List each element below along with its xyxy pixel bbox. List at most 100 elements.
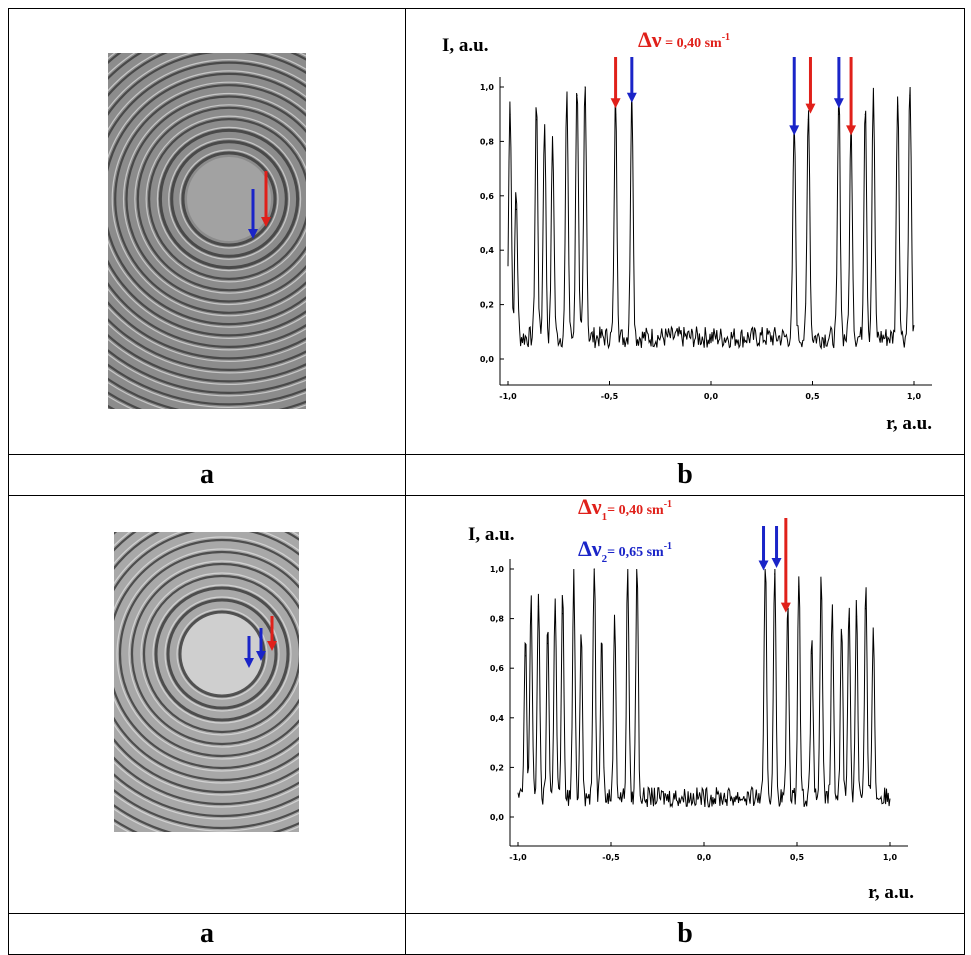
blue-arrow xyxy=(833,57,844,109)
x-tick-label: -0,5 xyxy=(602,853,620,862)
y-tick-label: 1,0 xyxy=(490,565,505,574)
fringe-ring-highlight xyxy=(114,532,299,796)
fringe-ring-highlight xyxy=(122,92,306,306)
fringe-ring-highlight xyxy=(156,126,302,272)
peak-point xyxy=(509,113,511,115)
red-arrow xyxy=(805,57,816,114)
annotation-superscript: -1 xyxy=(664,499,672,510)
peak-point xyxy=(537,605,540,607)
delta-nu-2-annotation: Δν2= 0,65 sm-1 xyxy=(578,536,672,565)
fringe-ring xyxy=(114,84,306,314)
fringe-ring xyxy=(148,118,306,280)
y-tick-label: 0,8 xyxy=(490,615,505,624)
intensity-profile-plot-1: -1,0 -0,5 0,0 0,5 1,0 0,0 0,2 0,4 0,6 0,8 1,0 I, a.… xyxy=(442,27,932,434)
x-axis-title: r, a.u. xyxy=(868,882,914,903)
peak-point xyxy=(897,105,899,107)
y-tick-label: 0,0 xyxy=(480,355,495,364)
fringe-ring-highlight xyxy=(111,81,306,317)
fringe-ring xyxy=(142,574,299,734)
fringe-ring xyxy=(181,151,277,247)
peak-point xyxy=(515,208,517,210)
fringe-ring xyxy=(118,550,299,758)
peak-point xyxy=(614,630,616,632)
fringe-ring xyxy=(114,532,299,782)
blue-arrow-1 xyxy=(248,189,258,239)
fringe-ring-highlight xyxy=(108,53,306,374)
annotation-subscript: 1 xyxy=(602,511,608,523)
y-axis-title: I, a.u. xyxy=(442,35,488,56)
y-tick-label: 0,4 xyxy=(480,246,495,255)
annotation-value: = 0,40 sm xyxy=(607,503,664,518)
x-tick-label: 1,0 xyxy=(907,392,922,401)
x-tick-label: -1,0 xyxy=(499,392,517,401)
fringe-ring xyxy=(108,53,306,348)
peak-point xyxy=(554,610,556,612)
red-arrow-0 xyxy=(267,616,277,651)
peak-point xyxy=(614,113,617,115)
y-tick-label: 1,0 xyxy=(480,83,495,92)
x-tick-label: 0,5 xyxy=(790,853,805,862)
fringe-ring xyxy=(114,532,299,818)
peak-marks xyxy=(524,568,874,657)
peak-point xyxy=(576,94,578,96)
caption-b-1: b xyxy=(405,454,965,496)
peak-point xyxy=(593,568,595,570)
delta-nu-1-annotation: Δν1= 0,40 sm-1 xyxy=(578,496,672,523)
peak-point xyxy=(524,655,527,657)
fringe-ring xyxy=(114,532,299,806)
peak-point xyxy=(543,135,546,137)
peak-point xyxy=(535,119,538,121)
x-tick-label: -0,5 xyxy=(601,392,619,401)
peak-point xyxy=(787,618,789,620)
blue-arrow-2 xyxy=(244,636,254,668)
fringe-ring-highlight xyxy=(114,777,299,820)
blue-arrow xyxy=(771,526,782,568)
fringe-ring xyxy=(108,53,306,360)
caption-a-1: a xyxy=(8,454,406,496)
blue-arrow-1 xyxy=(256,628,266,661)
fringe-ring-highlight xyxy=(108,353,306,397)
peak-point xyxy=(865,608,867,610)
peak-point xyxy=(838,113,840,115)
y-tick-label: 0,2 xyxy=(490,763,504,772)
peak-point xyxy=(848,618,850,620)
peak-point xyxy=(872,640,874,642)
y-tick-label: 0,0 xyxy=(490,813,505,822)
fringe-ring-highlight xyxy=(128,560,299,748)
delta-nu-symbol: Δν xyxy=(578,496,602,519)
fringe-ring-highlight xyxy=(164,596,280,712)
caption-a-2: a xyxy=(8,913,406,955)
delta-nu-annotation-red: Δν = 0,40 sm-1 xyxy=(638,27,730,52)
peak-point xyxy=(566,108,568,110)
fringe-ring-highlight xyxy=(140,572,299,736)
peak-point xyxy=(831,622,833,625)
caption-b-2: b xyxy=(405,913,965,955)
x-tick-label: 0,0 xyxy=(697,853,712,862)
peak-point xyxy=(820,598,822,600)
peak-point xyxy=(764,575,766,578)
peak-point xyxy=(530,613,532,615)
peak-point xyxy=(774,573,776,575)
peak-marks xyxy=(509,86,911,210)
peak-point xyxy=(811,652,813,654)
y-tick-label: 0,6 xyxy=(480,192,495,201)
annotation-superscript: -1 xyxy=(722,32,730,43)
fringe-ring-highlight xyxy=(179,149,279,249)
blue-arrow xyxy=(789,57,800,136)
fringe-ring-highlight xyxy=(108,53,306,385)
fringe-ring-highlight xyxy=(108,53,306,351)
fringe-ring-highlight xyxy=(108,367,306,408)
fringe-ring-highlight xyxy=(134,104,306,294)
annotation-subscript: 2 xyxy=(602,553,608,565)
peak-point xyxy=(798,585,800,587)
fringe-ring xyxy=(108,61,306,337)
peak-point xyxy=(562,613,564,615)
figure-table: -1,0 -0,5 0,0 0,5 1,0 0,0 0,2 0,4 0,6 0,8 1,0 I, a.… xyxy=(8,8,965,955)
red-arrow-0 xyxy=(261,171,271,227)
red-arrow xyxy=(610,57,621,109)
peak-point xyxy=(909,94,911,96)
blue-arrow xyxy=(626,57,637,103)
plot-cell-1: -1,0 -0,5 0,0 0,5 1,0 0,0 0,2 0,4 0,6 0,8 1,0 I, a.… xyxy=(405,8,965,455)
ring-image-cell-2 xyxy=(8,495,406,914)
fringe-ring xyxy=(114,532,299,794)
